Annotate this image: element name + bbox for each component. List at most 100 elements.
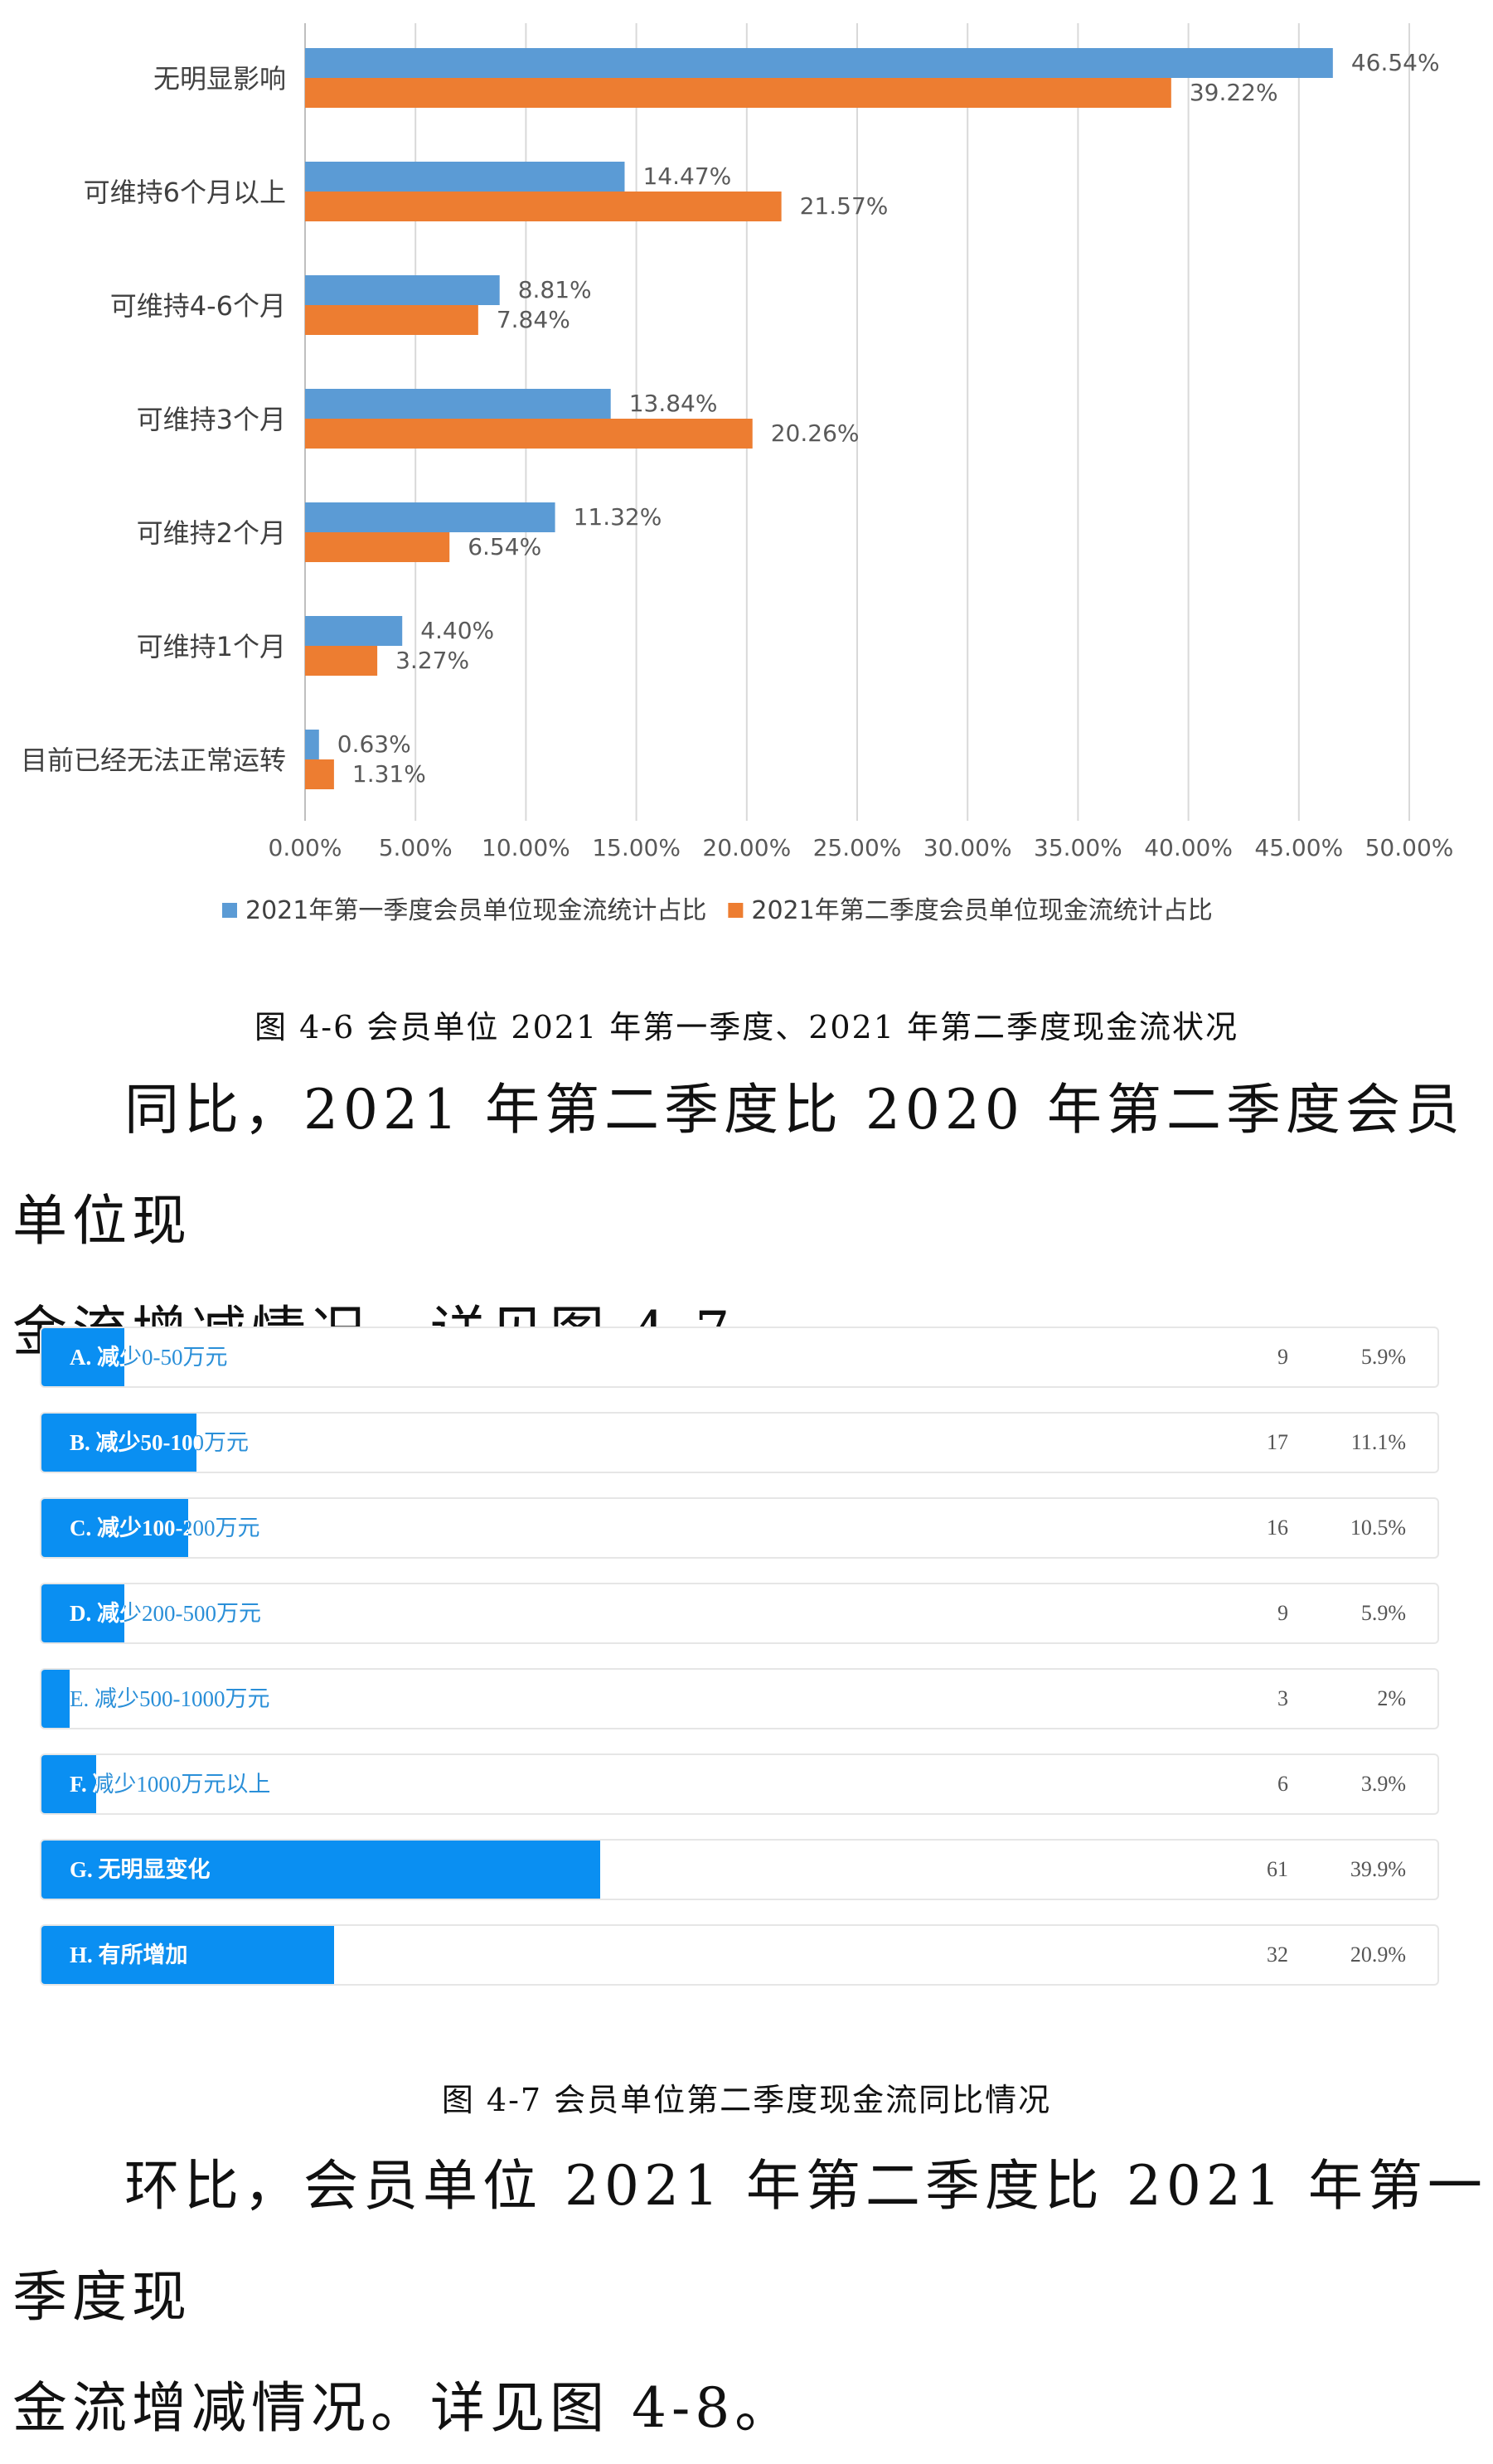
option-row: E. 减少500-1000万元E. 减少500-1000万元 3 2%	[40, 1668, 1439, 1729]
option-row: H. 有所增加 H. 有所增加 32 20.9%	[40, 1924, 1439, 1986]
bar-series-2	[305, 646, 378, 676]
option-label: C. 减少100-200万元	[70, 1516, 260, 1540]
legend-label: 2021年第一季度会员单位现金流统计占比	[245, 896, 706, 925]
option-count: 17	[1267, 1430, 1288, 1454]
x-tick-label: 10.00%	[482, 834, 570, 861]
bar-series-2	[305, 759, 334, 789]
option-percent: 20.9%	[1350, 1943, 1406, 1967]
category-label: 可维持2个月	[137, 517, 286, 549]
bar-series-1	[305, 389, 611, 419]
option-label-overlay: H. 有所增加	[41, 1926, 334, 1984]
option-label-on-fill: D. 减少200-500万元	[70, 1601, 124, 1626]
option-label: F. 减少1000万元以上	[70, 1772, 271, 1797]
bar-series-1	[305, 502, 555, 532]
option-fill-bar	[41, 1414, 197, 1472]
option-label-on-fill: F. 减少1000万元以上	[70, 1772, 96, 1797]
option-fill-bar	[41, 1584, 124, 1642]
category-label: 可维持3个月	[137, 404, 286, 435]
option-count: 3	[1277, 1686, 1288, 1710]
option-count: 61	[1267, 1857, 1288, 1881]
option-fill-bar	[41, 1499, 189, 1557]
option-label-overlay: F. 减少1000万元以上	[41, 1755, 96, 1813]
option-label: G. 无明显变化	[70, 1857, 209, 1882]
bar-series-2	[305, 192, 782, 221]
x-tick-label: 40.00%	[1144, 834, 1233, 861]
data-label: 20.26%	[771, 420, 860, 447]
data-label: 1.31%	[352, 760, 426, 788]
option-label-overlay: B. 减少50-100万元	[41, 1414, 196, 1472]
data-label: 3.27%	[395, 647, 469, 674]
option-count: 32	[1267, 1943, 1288, 1967]
data-label: 0.63%	[337, 730, 411, 758]
option-label-overlay: C. 减少100-200万元	[41, 1499, 188, 1557]
bar-series-2	[305, 305, 478, 335]
option-label-overlay: G. 无明显变化	[41, 1841, 600, 1899]
option-percent: 10.5%	[1350, 1516, 1406, 1540]
legend-swatch-2	[728, 903, 744, 918]
option-label: A. 减少0-50万元	[70, 1345, 228, 1370]
option-percent: 2%	[1377, 1686, 1406, 1710]
category-label: 目前已经无法正常运转	[21, 745, 286, 776]
data-label: 4.40%	[420, 617, 494, 644]
data-label: 39.22%	[1190, 79, 1278, 106]
x-tick-label: 30.00%	[923, 834, 1012, 861]
option-fill-bar	[41, 1926, 334, 1984]
x-tick-label: 25.00%	[813, 834, 902, 861]
data-label: 21.57%	[800, 192, 889, 220]
bar-series-2	[305, 419, 753, 449]
data-label: 11.32%	[574, 503, 662, 531]
option-percent: 11.1%	[1350, 1430, 1406, 1454]
option-label: H. 有所增加	[70, 1943, 187, 1967]
option-label-on-fill: G. 无明显变化	[70, 1857, 211, 1882]
option-count: 6	[1277, 1772, 1288, 1796]
bar-series-1	[305, 48, 1333, 78]
option-label: B. 减少50-100万元	[70, 1430, 249, 1455]
paragraph-yoy: 同比，2021 年第二季度比 2020 年第二季度会员单位现 金流增减情况。详见…	[12, 1055, 1488, 1388]
x-tick-label: 20.00%	[702, 834, 791, 861]
paragraph-qoq: 环比，会员单位 2021 年第二季度比 2021 年第一季度现 金流增减情况。详…	[12, 2131, 1488, 2464]
option-label-overlay: E. 减少500-1000万元	[41, 1670, 70, 1728]
data-label: 7.84%	[497, 306, 570, 333]
category-label: 无明显影响	[153, 63, 286, 95]
paragraph-qoq-line1: 环比，会员单位 2021 年第二季度比 2021 年第一季度现	[12, 2154, 1487, 2329]
option-row: G. 无明显变化 G. 无明显变化 61 39.9%	[40, 1839, 1439, 1900]
option-label-on-fill: B. 减少50-100万元	[70, 1430, 196, 1455]
option-count: 16	[1267, 1516, 1288, 1540]
data-label: 6.54%	[468, 533, 541, 560]
x-tick-label: 15.00%	[592, 834, 681, 861]
legend-swatch-1	[222, 903, 237, 918]
cashflow-status-chart: 0.00% 5.00% 10.00% 15.00% 20.00% 25.00% 30.00%…	[21, 23, 1454, 925]
option-count: 9	[1277, 1601, 1288, 1625]
option-label-overlay: A. 减少0-50万元	[41, 1328, 124, 1386]
data-label: 8.81%	[518, 276, 592, 303]
option-label-on-fill: A. 减少0-50万元	[70, 1345, 124, 1370]
category-label: 可维持6个月以上	[84, 177, 286, 208]
bar-series-1	[305, 162, 625, 192]
paragraph-yoy-line1: 同比，2021 年第二季度比 2020 年第二季度会员单位现	[12, 1078, 1465, 1253]
option-label-on-fill: C. 减少100-200万元	[70, 1516, 188, 1540]
bar-series-2	[305, 78, 1171, 108]
bar-series-2	[305, 532, 450, 562]
option-label-overlay: D. 减少200-500万元	[41, 1584, 124, 1642]
data-label: 13.84%	[629, 390, 718, 417]
option-percent: 39.9%	[1350, 1857, 1406, 1881]
figure-4-6-caption: 图 4-6 会员单位 2021 年第一季度、2021 年第二季度现金流状况	[254, 1009, 1239, 1045]
option-label: D. 减少200-500万元	[70, 1601, 261, 1626]
option-fill-bar	[41, 1841, 600, 1899]
data-label: 14.47%	[642, 162, 731, 190]
option-label-on-fill: H. 有所增加	[70, 1943, 188, 1967]
data-label: 46.54%	[1351, 49, 1440, 76]
bar-series-1	[305, 730, 319, 759]
paragraph-qoq-line2: 金流增减情况。详见图 4-8。	[12, 2376, 795, 2440]
category-label: 可维持1个月	[137, 631, 286, 662]
bar-series-1	[305, 616, 403, 646]
option-percent: 3.9%	[1360, 1772, 1406, 1796]
bar-series-1	[305, 275, 500, 305]
x-tick-label: 50.00%	[1365, 834, 1454, 861]
option-label: E. 减少500-1000万元	[70, 1686, 270, 1711]
category-label: 可维持4-6个月	[110, 290, 286, 322]
